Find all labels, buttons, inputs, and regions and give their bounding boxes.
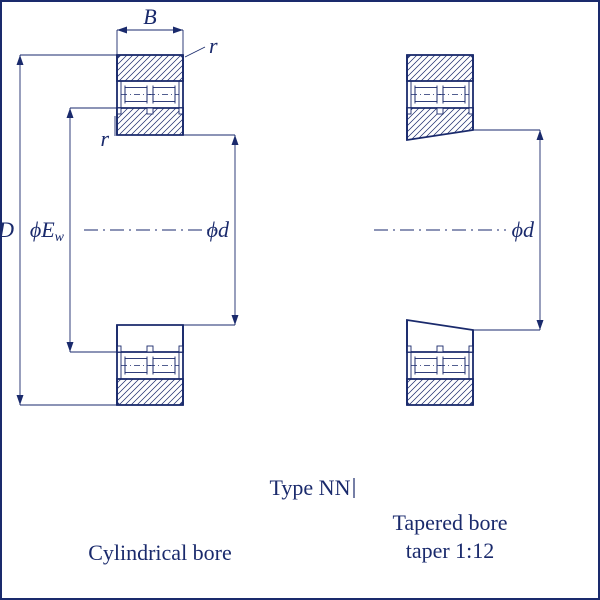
label-r1: r <box>209 33 218 58</box>
frame-border <box>1 1 599 599</box>
right-section <box>335 55 506 405</box>
caption-type-nn: Type NN <box>270 475 351 500</box>
label-phiEw: ϕEw <box>30 217 65 245</box>
caption-tapered-1: Tapered bore <box>392 510 507 535</box>
dimensions <box>17 27 544 406</box>
captions: Type NN Cylindrical bore Tapered bore taper… <box>88 475 507 565</box>
caption-cylindrical: Cylindrical bore <box>88 540 232 565</box>
label-phiD: ϕD <box>0 217 14 242</box>
caption-tapered-2: taper 1:12 <box>406 538 495 563</box>
label-phid-right: ϕd <box>512 217 535 242</box>
left-section <box>55 55 216 405</box>
label-B: B <box>143 4 156 29</box>
label-phid: ϕd <box>207 217 230 242</box>
bearing-diagram: ϕD ϕEw ϕd ϕd Br r Type NN Cylindrical bore Taper… <box>0 0 600 600</box>
label-r2: r <box>100 126 109 151</box>
